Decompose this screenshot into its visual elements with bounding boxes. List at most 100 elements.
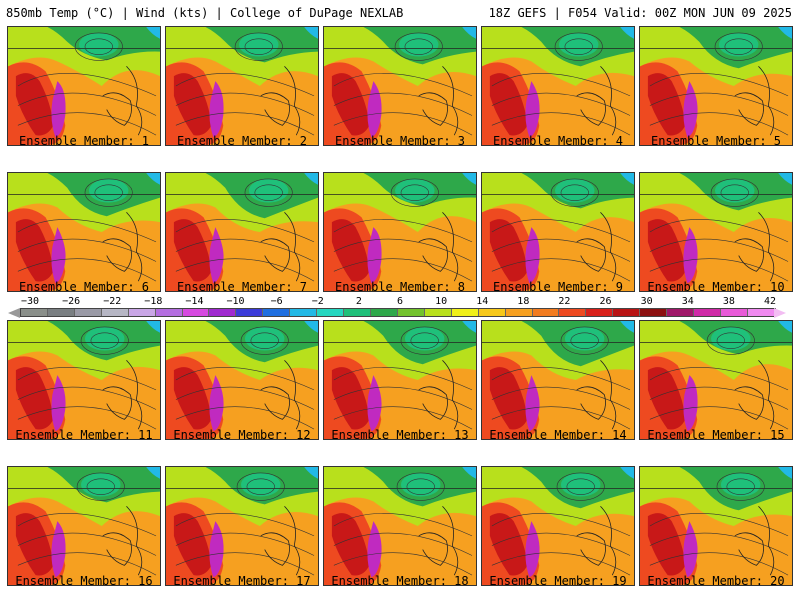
- colorbar-tick-label: 18: [517, 296, 530, 307]
- temperature-map: [640, 27, 792, 145]
- temperature-map: [8, 27, 160, 145]
- colorbar-swatch: [451, 309, 479, 316]
- ensemble-map-2: [165, 26, 319, 146]
- ensemble-map-20: [639, 466, 793, 586]
- color-scale-bar: −30 −26 −22 −18 −14 −10 −6 −2 2 6 10 14 18 22 26 30 34 38…: [6, 296, 794, 320]
- colorbar-strip: [20, 308, 776, 317]
- ensemble-map-12: [165, 320, 319, 440]
- colorbar-swatch: [47, 309, 75, 316]
- header-title-left: 850mb Temp (°C) | Wind (kts) | College o…: [6, 6, 404, 20]
- colorbar-tick-label: 6: [396, 296, 404, 307]
- ensemble-member-label: Ensemble Member: 13: [331, 428, 469, 442]
- colorbar-swatch: [21, 309, 48, 316]
- ensemble-member-label: Ensemble Member: 14: [489, 428, 627, 442]
- colorbar-swatch: [640, 309, 668, 316]
- ensemble-map-13: [323, 320, 477, 440]
- temperature-map: [324, 27, 476, 145]
- colorbar-swatch: [505, 309, 533, 316]
- colorbar-swatch: [128, 309, 156, 316]
- ensemble-member-label: Ensemble Member: 19: [489, 574, 627, 588]
- colorbar-tick-label: −30: [20, 296, 40, 307]
- colorbar-tick-label: 14: [476, 296, 489, 307]
- ensemble-member-label: Ensemble Member: 7: [176, 280, 308, 294]
- colorbar-tick-label: −6: [270, 296, 283, 307]
- temperature-map: [8, 467, 160, 585]
- colorbar-tick-label: −26: [62, 296, 81, 307]
- colorbar-swatch: [290, 309, 318, 316]
- colorbar-swatch: [182, 309, 210, 316]
- colorbar-swatch: [344, 309, 371, 316]
- colorbar-swatch: [236, 309, 264, 316]
- colorbar-tick-label: 34: [681, 296, 694, 307]
- colorbar-swatch: [317, 309, 345, 316]
- temperature-map: [324, 173, 476, 291]
- ensemble-map-19: [481, 466, 635, 586]
- ensemble-map-6: [7, 172, 161, 292]
- temperature-map: [640, 173, 792, 291]
- temperature-map: [166, 27, 318, 145]
- colorbar-tick-label: 26: [599, 296, 612, 307]
- colorbar-swatch: [209, 309, 237, 316]
- colorbar-swatch: [747, 309, 775, 316]
- ensemble-map-11: [7, 320, 161, 440]
- colorbar-tick-label: 42: [763, 296, 777, 307]
- ensemble-map-1: [7, 26, 161, 146]
- header: 850mb Temp (°C) | Wind (kts) | College o…: [0, 0, 800, 26]
- ensemble-map-14: [481, 320, 635, 440]
- temperature-map: [482, 467, 634, 585]
- ensemble-map-4: [481, 26, 635, 146]
- ensemble-member-label: Ensemble Member: 11: [15, 428, 153, 442]
- colorbar-swatch: [667, 309, 695, 316]
- ensemble-member-label: Ensemble Member: 17: [173, 574, 311, 588]
- colorbar-swatch: [559, 309, 587, 316]
- ensemble-member-label: Ensemble Member: 12: [173, 428, 311, 442]
- ensemble-map-7: [165, 172, 319, 292]
- temperature-map: [482, 27, 634, 145]
- colorbar-swatch: [101, 309, 129, 316]
- colorbar-swatch: [74, 309, 102, 316]
- temperature-map: [8, 321, 160, 439]
- ensemble-map-3: [323, 26, 477, 146]
- colorbar-swatch: [720, 309, 748, 316]
- ensemble-map-5: [639, 26, 793, 146]
- ensemble-map-8: [323, 172, 477, 292]
- ensemble-member-label: Ensemble Member: 3: [334, 134, 466, 148]
- colorbar-swatch: [263, 309, 291, 316]
- colorbar-swatch: [397, 309, 425, 316]
- colorbar-tick-label: 38: [722, 296, 735, 307]
- colorbar-swatch: [424, 309, 452, 316]
- temperature-map: [640, 467, 792, 585]
- temperature-map: [324, 321, 476, 439]
- colorbar-tick-label: −18: [144, 296, 163, 307]
- ensemble-member-label: Ensemble Member: 16: [15, 574, 153, 588]
- ensemble-map-9: [481, 172, 635, 292]
- ensemble-map-15: [639, 320, 793, 440]
- colorbar-swatch: [694, 309, 721, 316]
- colorbar-swatch: [586, 309, 614, 316]
- colorbar-swatch: [613, 309, 641, 316]
- ensemble-member-label: Ensemble Member: 1: [18, 134, 150, 148]
- colorbar-tick-label: 10: [435, 296, 448, 307]
- colorbar-tick-label: −10: [226, 296, 245, 307]
- ensemble-map-17: [165, 466, 319, 586]
- colorbar-tick-label: 30: [640, 296, 653, 307]
- ensemble-member-label: Ensemble Member: 6: [18, 280, 150, 294]
- ensemble-map-18: [323, 466, 477, 586]
- ensemble-map-10: [639, 172, 793, 292]
- temperature-map: [640, 321, 792, 439]
- temperature-map: [166, 321, 318, 439]
- ensemble-map-16: [7, 466, 161, 586]
- ensemble-member-label: Ensemble Member: 9: [492, 280, 624, 294]
- temperature-map: [166, 467, 318, 585]
- colorbar-tick-label: −22: [103, 296, 122, 307]
- temperature-map: [8, 173, 160, 291]
- ensemble-member-label: Ensemble Member: 18: [331, 574, 469, 588]
- colorbar-swatch: [155, 309, 183, 316]
- colorbar-tick-label: 2: [355, 296, 362, 307]
- temperature-map: [482, 321, 634, 439]
- ensemble-member-label: Ensemble Member: 2: [176, 134, 308, 148]
- ensemble-member-label: Ensemble Member: 20: [647, 574, 785, 588]
- colorbar-swatch: [532, 309, 560, 316]
- temperature-map: [324, 467, 476, 585]
- colorbar-right-arrow: [774, 308, 786, 318]
